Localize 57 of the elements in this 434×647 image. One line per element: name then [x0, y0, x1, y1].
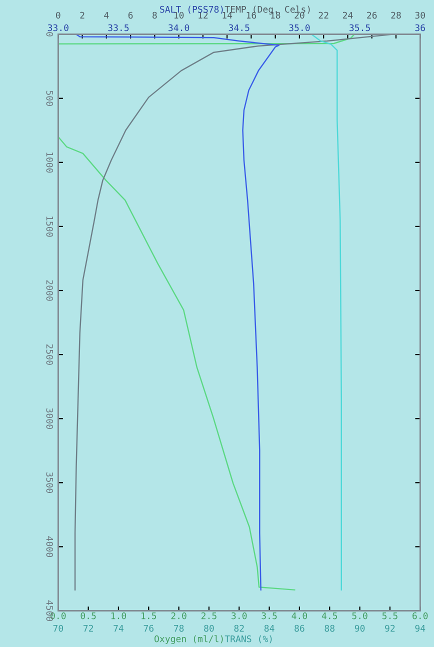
x-axis-title: Oxygen (ml/l): [154, 635, 223, 644]
x-tick-label: 78: [174, 624, 184, 632]
y-tick-label: 1000: [46, 152, 54, 173]
x-tick-label: 2.5: [201, 612, 216, 620]
y-tick-label: 2000: [46, 280, 54, 301]
x2-tick-label: 28: [391, 12, 401, 19]
x-tick-label: 76: [144, 624, 154, 632]
x2-tick-label: 6: [128, 12, 133, 19]
x2-tick-label: 2: [80, 12, 84, 19]
y-tick-label: 2500: [46, 344, 54, 365]
x-tick-label: 4.0: [292, 612, 308, 620]
y-tick-label: 3000: [46, 408, 54, 429]
x-tick-label: 1.0: [111, 612, 126, 620]
x-tick-label: 80: [204, 624, 214, 632]
x-tick-label: 92: [385, 624, 395, 632]
x-tick-label: 72: [83, 624, 93, 632]
x2-tick-label: 20: [294, 12, 304, 19]
x2-tick-label: 4: [104, 12, 109, 19]
x-tick-label: 0.5: [80, 612, 96, 620]
x2-tick-label: 26: [367, 12, 377, 19]
x-tick-label: 3.0: [232, 612, 247, 620]
x-tick-label: 88: [324, 624, 334, 632]
x-tick-label: 70: [53, 624, 64, 632]
x-tick-label: 82: [234, 624, 244, 632]
x2-tick-label: 14: [222, 12, 232, 19]
y-tick-label: 4000: [46, 536, 54, 557]
x-tick-label: 6.0: [412, 612, 428, 620]
x-tick-label: 90: [354, 624, 365, 632]
x2-tick-label: 34.5: [228, 24, 250, 32]
x2-tick-label: 33.5: [108, 24, 129, 32]
y-tick-label: 500: [46, 90, 54, 106]
x-tick-label: 86: [294, 624, 304, 632]
x-tick-label: 3.5: [262, 612, 277, 620]
x-axis-title: TRANS (%): [224, 635, 272, 644]
x2-tick-label: 24: [342, 12, 353, 19]
x2-tick-label: 34.0: [168, 24, 190, 32]
y-tick-label: 3500: [46, 472, 54, 493]
x2-tick-label: 35.5: [350, 24, 370, 32]
x-tick-label: 94: [415, 624, 426, 632]
x2-tick-label: 8: [152, 12, 157, 19]
x-tick-label: 4.5: [322, 612, 338, 620]
x2-tick-label: 33.0: [48, 24, 68, 32]
x-tick-label: 5.5: [382, 612, 398, 620]
x2-tick-label: 0: [56, 12, 60, 19]
x2-tick-label: 10: [174, 12, 184, 19]
x-tick-label: 5.0: [352, 612, 368, 620]
x2-tick-label: 22: [318, 12, 328, 19]
x2-tick-label: 30: [415, 12, 425, 19]
x-tick-label: 0.0: [50, 612, 66, 620]
x-tick-label: 1.5: [142, 612, 156, 620]
x-tick-label: 84: [264, 624, 274, 632]
y-tick-label: 1500: [46, 216, 54, 237]
y-tick-label: 0: [46, 32, 54, 36]
x-tick-label: 74: [114, 624, 124, 632]
x2-tick-label: 35.0: [289, 24, 310, 32]
x-tick-label: 2.0: [171, 612, 186, 620]
x2-tick-label: 36: [415, 24, 425, 32]
